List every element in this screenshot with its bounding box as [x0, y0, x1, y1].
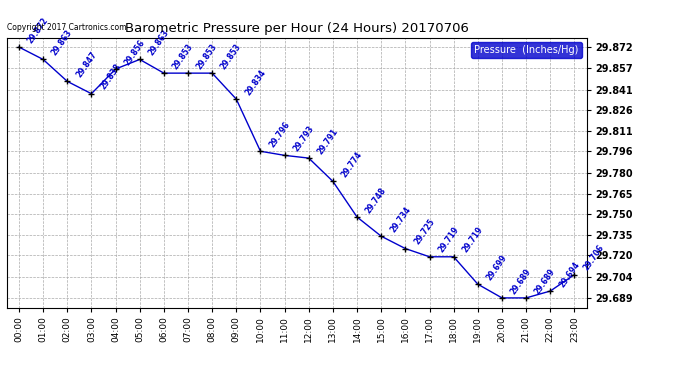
Text: 29.694: 29.694: [558, 260, 581, 289]
Title: Barometric Pressure per Hour (24 Hours) 20170706: Barometric Pressure per Hour (24 Hours) …: [125, 22, 469, 35]
Text: Copyright 2017 Cartronics.com: Copyright 2017 Cartronics.com: [7, 23, 126, 32]
Text: 29.689: 29.689: [533, 267, 558, 296]
Text: 29.863: 29.863: [147, 28, 171, 57]
Text: 29.725: 29.725: [413, 217, 436, 246]
Text: 29.856: 29.856: [123, 38, 146, 67]
Text: 29.853: 29.853: [195, 42, 219, 71]
Text: 29.748: 29.748: [364, 186, 388, 215]
Text: 29.796: 29.796: [268, 120, 292, 149]
Text: 29.706: 29.706: [582, 243, 606, 273]
Text: 29.853: 29.853: [219, 42, 243, 71]
Text: 29.834: 29.834: [244, 68, 268, 97]
Legend: Pressure  (Inches/Hg): Pressure (Inches/Hg): [471, 42, 582, 58]
Text: 29.774: 29.774: [340, 150, 364, 179]
Text: 29.734: 29.734: [388, 205, 413, 234]
Text: 29.689: 29.689: [509, 267, 533, 296]
Text: 29.838: 29.838: [99, 62, 123, 92]
Text: 29.847: 29.847: [75, 50, 99, 79]
Text: 29.719: 29.719: [437, 225, 461, 255]
Text: 29.719: 29.719: [461, 225, 485, 255]
Text: 29.793: 29.793: [292, 124, 316, 153]
Text: 29.853: 29.853: [171, 42, 195, 71]
Text: 29.791: 29.791: [316, 127, 340, 156]
Text: 29.699: 29.699: [485, 253, 509, 282]
Text: 29.863: 29.863: [50, 28, 75, 57]
Text: 29.872: 29.872: [26, 16, 50, 45]
